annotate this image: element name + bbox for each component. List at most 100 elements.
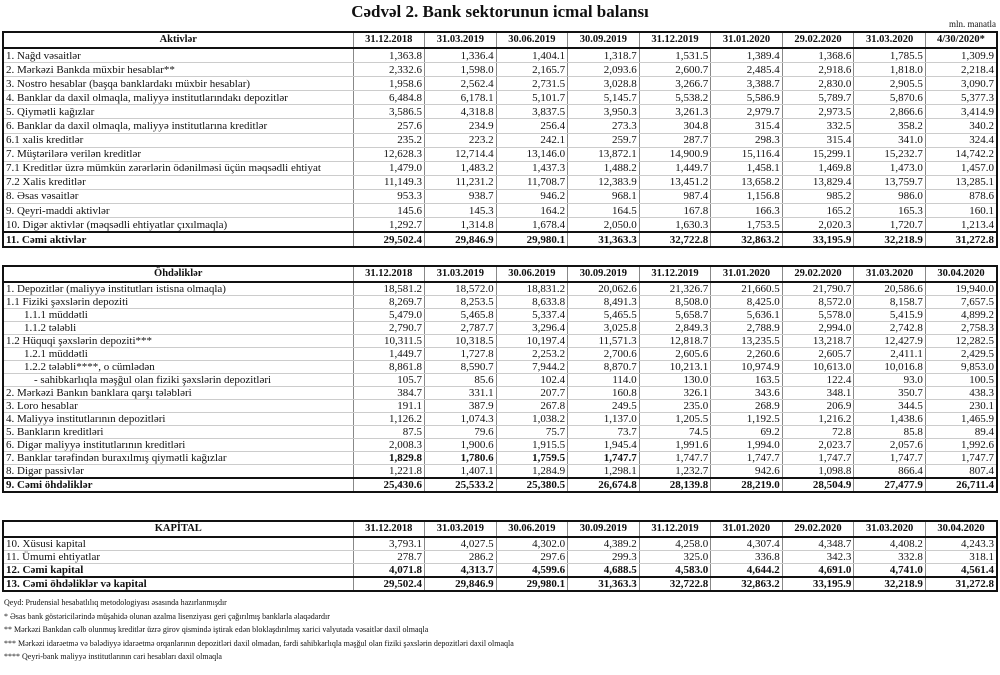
- cell-value: 1,216.2: [781, 412, 855, 426]
- column-header: 31.12.2019: [638, 32, 712, 49]
- row-label: 1. Nağd vəsaitlər: [2, 48, 354, 64]
- total-value: 25,533.2: [424, 477, 497, 493]
- row-label: 6. Banklar da daxil olmaqla, maliyyə ins…: [2, 118, 354, 134]
- column-header: 31.03.2019: [424, 32, 497, 49]
- cell-value: 242.1: [495, 133, 569, 148]
- cell-value: 1,747.7: [638, 451, 712, 465]
- table-row: 1. Depozitlər (maliyyə institutları isti…: [2, 282, 998, 296]
- cell-value: 1,098.8: [781, 464, 855, 479]
- cell-value: 968.1: [567, 189, 640, 205]
- cell-value: 4,348.7: [781, 537, 855, 551]
- total-value: 33,195.9: [781, 576, 855, 592]
- cell-value: 13,218.7: [781, 334, 855, 348]
- cell-value: 331.1: [424, 386, 497, 400]
- cell-value: 1,958.6: [352, 76, 426, 92]
- cell-value: 278.7: [352, 550, 426, 564]
- cell-value: 325.0: [638, 550, 712, 564]
- cell-value: 3,388.7: [710, 76, 783, 92]
- table-row: 4. Maliyyə institutlarının depozitləri 1,…: [2, 412, 998, 426]
- cell-value: 5,377.3: [924, 90, 998, 106]
- cell-value: 13,451.2: [638, 175, 712, 190]
- cell-value: 3,296.4: [495, 321, 569, 335]
- table-row: 8. Digər passivlər 1,221.8 1,407.1 1,284.9 1…: [2, 464, 998, 479]
- cell-value: 13,658.2: [710, 175, 783, 190]
- cell-value: 3,950.3: [567, 104, 640, 120]
- cell-value: 2,742.8: [853, 321, 926, 335]
- cell-value: 344.5: [853, 399, 926, 413]
- cell-value: 4,071.8: [352, 563, 426, 578]
- row-label: 7.2 Xalis kreditlər: [2, 175, 354, 190]
- cell-value: 1,458.1: [710, 161, 783, 176]
- cell-value: 2,973.5: [781, 104, 855, 120]
- cell-value: 340.2: [924, 118, 998, 134]
- cell-value: 1,192.5: [710, 412, 783, 426]
- total-value: 32,722.8: [638, 576, 712, 592]
- cell-value: 122.4: [781, 373, 855, 387]
- cell-value: 387.9: [424, 399, 497, 413]
- cell-value: 1,205.5: [638, 412, 712, 426]
- table-row: 7. Banklar tərəfindən buraxılmış qiymətl…: [2, 451, 998, 465]
- cell-value: 287.7: [638, 133, 712, 148]
- cell-value: 13,146.0: [495, 147, 569, 162]
- total-row: 11. Cəmi aktivlər 29,502.4 29,846.9 29,980.…: [2, 231, 998, 248]
- cell-value: 866.4: [853, 464, 926, 479]
- column-header: 30.04.2020: [924, 521, 998, 538]
- cell-value: 1,759.5: [495, 451, 569, 465]
- row-label: 6. Digər maliyyə institutlarının kreditl…: [2, 438, 354, 452]
- total-value: 26,711.4: [924, 477, 998, 493]
- cell-value: 1,747.7: [781, 451, 855, 465]
- header-row: KAPİTAL 31.12.2018 31.03.2019 30.06.2019 30.…: [2, 521, 998, 538]
- cell-value: 1,747.7: [567, 451, 640, 465]
- cell-value: 1,404.1: [495, 48, 569, 64]
- cell-value: 1,531.5: [638, 48, 712, 64]
- cell-value: 358.2: [853, 118, 926, 134]
- cell-value: 1,747.7: [924, 451, 998, 465]
- cell-value: 14,900.9: [638, 147, 712, 162]
- cell-value: 8,491.3: [567, 295, 640, 309]
- row-label: 10. Xüsusi kapital: [2, 537, 354, 551]
- cell-value: 235.0: [638, 399, 712, 413]
- footnote: Qeyd: Prudensial hesabatlılıq metodologi…: [4, 598, 227, 607]
- row-label: - sahibkarlıqla məşğul olan fiziki şəxsl…: [2, 373, 354, 387]
- cell-value: 1,829.8: [352, 451, 426, 465]
- cell-value: 1,992.6: [924, 438, 998, 452]
- cell-value: 5,870.6: [853, 90, 926, 106]
- cell-value: 2,787.7: [424, 321, 497, 335]
- cell-value: 1,900.6: [424, 438, 497, 452]
- cell-value: 1,994.0: [710, 438, 783, 452]
- column-header: 30.04.2020: [924, 266, 998, 283]
- row-label: 7.1 Kreditlər üzrə mümkün zərərlərin ödə…: [2, 161, 354, 176]
- cell-value: 1,368.6: [781, 48, 855, 64]
- cell-value: 4,243.3: [924, 537, 998, 551]
- cell-value: 207.7: [495, 386, 569, 400]
- table-row: 9. Qeyri-maddi aktivlər 145.6 145.3 164.2 16…: [2, 203, 998, 219]
- row-label: 4. Maliyyə institutlarının depozitləri: [2, 412, 354, 426]
- footnote: * Əsas bank göstəricilərində müşahidə ol…: [4, 611, 330, 621]
- cell-value: 249.5: [567, 399, 640, 413]
- column-header: 31.01.2020: [710, 32, 783, 49]
- cell-value: 87.5: [352, 425, 426, 439]
- cell-value: 2,485.4: [710, 62, 783, 78]
- cell-value: 145.3: [424, 203, 497, 219]
- capital-table: KAPİTAL 31.12.2018 31.03.2019 30.06.2019 30.…: [2, 520, 998, 592]
- total-value: 29,502.4: [352, 231, 426, 248]
- cell-value: 5,101.7: [495, 90, 569, 106]
- table-row: 10. Digər aktivlər (məqsədli ehtiyatlar …: [2, 217, 998, 233]
- cell-value: 1,449.7: [638, 161, 712, 176]
- cell-value: 1,753.5: [710, 217, 783, 233]
- cell-value: 230.1: [924, 399, 998, 413]
- cell-value: 2,600.7: [638, 62, 712, 78]
- table-row: 1.1 Fiziki şəxslərin depoziti 8,269.7 8,25…: [2, 295, 998, 309]
- row-label: 1.2.2 tələbli****, o cümlədən: [2, 360, 354, 374]
- cell-value: 7,657.5: [924, 295, 998, 309]
- cell-value: 164.2: [495, 203, 569, 219]
- assets-table: Aktivlər 31.12.2018 31.03.2019 30.06.2019 30…: [2, 31, 998, 249]
- unit-label: mln. manatla: [949, 19, 996, 29]
- cell-value: 8,870.7: [567, 360, 640, 374]
- cell-value: 12,282.5: [924, 334, 998, 348]
- total-value: 29,502.4: [352, 576, 426, 592]
- cell-value: 384.7: [352, 386, 426, 400]
- cell-value: 2,918.6: [781, 62, 855, 78]
- total-row: 13. Cəmi öhdəliklər və kapital 29,502.4 29…: [2, 576, 998, 592]
- cell-value: 1,213.4: [924, 217, 998, 233]
